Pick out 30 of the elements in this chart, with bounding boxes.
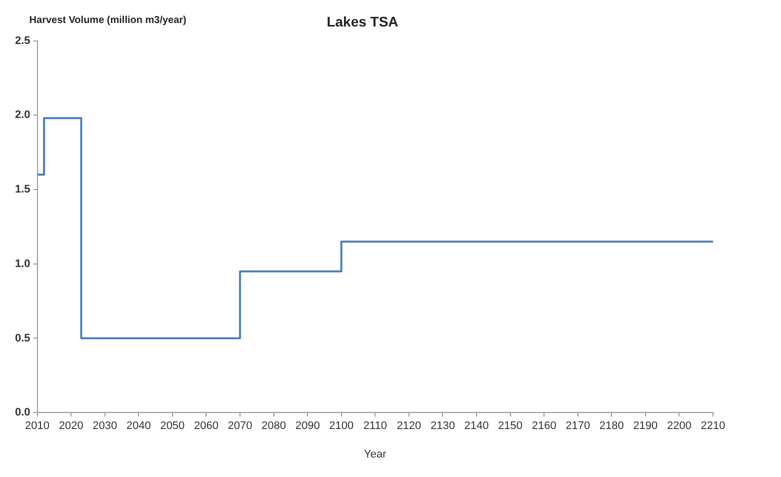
y-axis-title: Harvest Volume (million m3/year): [29, 14, 186, 26]
y-tick-label: 0.0: [14, 406, 30, 419]
x-tick-label: 2100: [329, 420, 354, 432]
x-tick-label: 2080: [262, 420, 286, 432]
x-tick-label: 2170: [566, 420, 590, 432]
x-tick-label: 2210: [700, 420, 726, 432]
x-axis-title: Year: [364, 448, 387, 460]
x-tick-label: 2010: [25, 420, 50, 432]
x-tick-label: 2050: [160, 420, 185, 432]
x-tick-label: 2130: [430, 420, 455, 432]
y-tick-label: 1.5: [14, 184, 30, 196]
y-tick-label: 2.0: [14, 109, 30, 122]
x-tick-label: 2090: [295, 420, 320, 432]
x-tick-label: 2040: [126, 420, 151, 432]
x-tick-label: 2070: [228, 420, 252, 432]
x-tick-label: 2150: [498, 420, 523, 432]
y-tick-label: 2.5: [14, 34, 30, 47]
x-tick-label: 2200: [666, 420, 692, 432]
x-tick-label: 2160: [532, 420, 556, 432]
x-tick-label: 2190: [633, 420, 658, 432]
x-tick-label: 2120: [396, 420, 422, 432]
chart-title: Lakes TSA: [326, 13, 398, 30]
x-tick-label: 2030: [92, 420, 118, 432]
y-tick-label: 0.5: [14, 332, 30, 344]
x-tick-label: 2020: [58, 420, 84, 432]
x-tick-label: 2140: [464, 420, 489, 432]
x-tick-label: 2060: [194, 420, 218, 432]
x-tick-label: 2180: [599, 420, 624, 432]
y-tick-label: 1.0: [14, 258, 30, 270]
x-tick-label: 2110: [363, 420, 387, 432]
